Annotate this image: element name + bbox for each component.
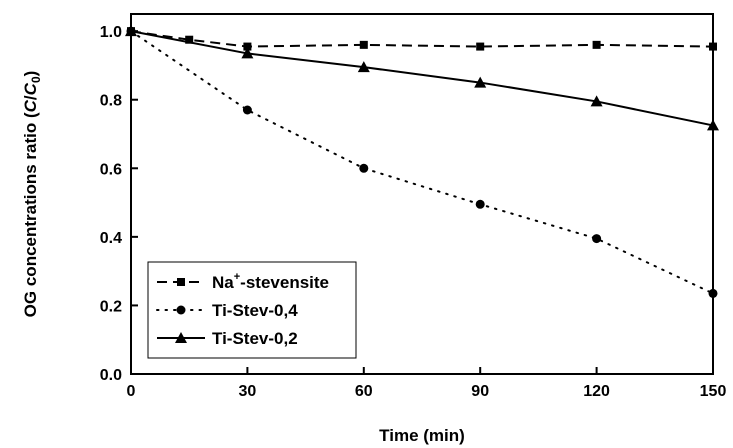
series-layer	[125, 25, 719, 298]
y-tick-label: 0.0	[100, 367, 122, 384]
y-tick-label: 0.2	[100, 298, 122, 315]
data-point	[359, 163, 369, 173]
legend-items: Na+-stevensite Ti-Stev-0,4 Ti-Stev-0,2	[156, 271, 329, 348]
y-tick-label: 1.0	[100, 24, 122, 41]
legend: Na+-stevensite Ti-Stev-0,4 Ti-Stev-0,2	[147, 261, 357, 359]
y-axis-title-suffix: )	[21, 71, 40, 77]
x-tick-label: 120	[583, 383, 610, 400]
data-point	[243, 42, 252, 51]
y-axis-title-denominator: C	[21, 82, 40, 95]
series-line	[130, 30, 714, 127]
series-2	[126, 26, 718, 298]
legend-label: Na+-stevensite	[212, 271, 329, 292]
x-tick-label: 0	[127, 383, 136, 400]
y-axis-title-numerator: C	[21, 99, 40, 112]
data-point	[242, 105, 252, 115]
data-point	[359, 40, 368, 49]
ticks-layer: 0 30 60 90 120 150 0.0 0.2 0.4 0.6 0.8 1.0	[100, 24, 727, 400]
data-point	[357, 61, 370, 73]
data-point	[185, 35, 194, 44]
legend-item: Na+-stevensite	[157, 271, 329, 292]
data-point	[474, 76, 487, 88]
series-line	[130, 30, 714, 295]
plot-frame	[130, 13, 714, 375]
legend-item: Ti-Stev-0,2	[157, 329, 298, 348]
data-point	[590, 95, 603, 107]
y-tick-label: 0.6	[100, 161, 122, 178]
x-axis-title: Time (min)	[379, 426, 465, 445]
legend-label: Ti-Stev-0,2	[212, 329, 298, 348]
y-axis-title-prefix: OG concentrations ratio (	[21, 112, 40, 317]
data-point	[241, 47, 254, 59]
legend-marker	[175, 332, 187, 343]
x-tick-label: 90	[471, 383, 489, 400]
legend-label: Ti-Stev-0,4	[212, 301, 298, 320]
legend-item: Ti-Stev-0,4	[156, 301, 298, 320]
data-point	[592, 40, 601, 49]
data-point	[476, 42, 485, 51]
y-tick-label: 0.4	[100, 230, 122, 247]
y-axis-title-slash: /	[21, 95, 40, 100]
series-3	[125, 25, 719, 131]
x-tick-label: 150	[700, 383, 727, 400]
y-axis-title: OG concentrations ratio (C/C0)	[21, 71, 43, 318]
x-tick-label: 30	[239, 383, 257, 400]
y-tick-label: 0.8	[100, 93, 122, 110]
data-point	[475, 199, 485, 209]
y-axis-title-subscript: 0	[29, 76, 43, 83]
x-tick-label: 60	[355, 383, 373, 400]
data-point	[592, 234, 602, 244]
series-line	[130, 30, 714, 48]
legend-marker	[176, 305, 186, 315]
legend-marker	[177, 278, 185, 286]
